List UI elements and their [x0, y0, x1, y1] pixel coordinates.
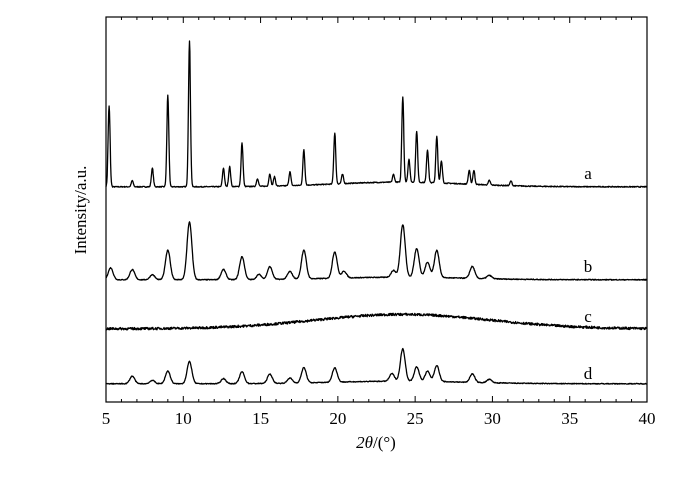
x-tick-label: 35 — [561, 409, 578, 428]
series-label-b: b — [584, 257, 593, 276]
series-label-a: a — [584, 164, 592, 183]
x-tick-label: 5 — [102, 409, 111, 428]
x-tick-label: 10 — [175, 409, 192, 428]
x-tick-label: 25 — [407, 409, 424, 428]
y-axis-title: Intensity/a.u. — [71, 166, 90, 255]
x-axis-title: 2θ/(°) — [356, 433, 396, 452]
x-tick-label: 40 — [639, 409, 656, 428]
trace-a — [105, 40, 648, 188]
x-axis-unit: /(°) — [373, 433, 396, 452]
trace-c — [105, 312, 648, 331]
series-label-c: c — [584, 307, 592, 326]
traces — [105, 40, 648, 385]
plot-frame — [105, 16, 648, 403]
trace-d — [105, 347, 648, 385]
trace-b — [105, 221, 648, 281]
series-label-d: d — [584, 364, 593, 383]
x-tick-label: 20 — [329, 409, 346, 428]
x-tick-label: 15 — [252, 409, 269, 428]
x-tick-label: 30 — [484, 409, 501, 428]
axis-ticks — [105, 17, 648, 402]
x-axis-symbol: 2θ — [356, 433, 373, 452]
x-tick-labels: 5 10 15 20 25 30 35 40 — [102, 409, 656, 428]
series-labels: a b c d — [584, 164, 593, 383]
